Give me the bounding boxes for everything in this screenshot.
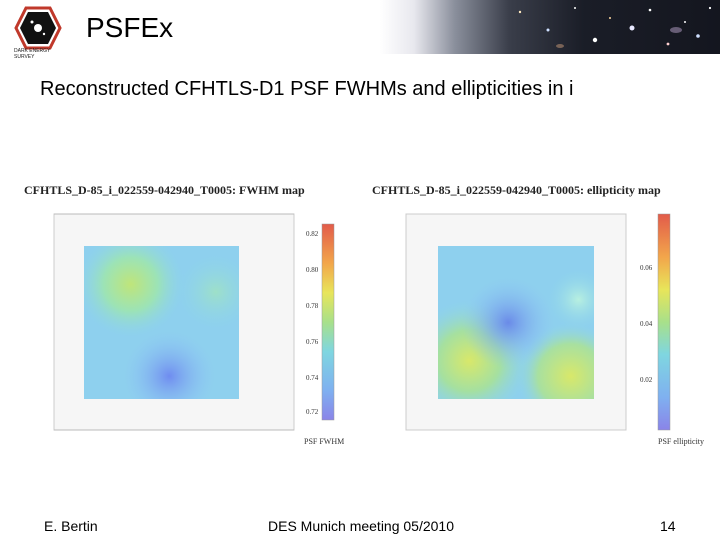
fwhm-map: 0.82 0.80 0.78 0.76 0.74 0.72 PSF FWHM bbox=[53, 213, 344, 446]
ellipticity-tick-1: 0.04 bbox=[640, 320, 653, 328]
fwhm-tick-3: 0.76 bbox=[306, 338, 319, 346]
slide-subtitle: Reconstructed CFHTLS-D1 PSF FWHMs and el… bbox=[40, 78, 574, 100]
fwhm-tick-0: 0.82 bbox=[306, 230, 319, 238]
starfield-image bbox=[518, 6, 712, 48]
fwhm-map-title: CFHTLS_D-85_i_022559-042940_T0005: FWHM … bbox=[24, 183, 305, 197]
logo-text: DARK ENERGY SURVEY bbox=[14, 48, 51, 60]
des-logo-icon bbox=[14, 6, 62, 50]
ellipticity-colorbar-label: PSF ellipticity bbox=[658, 437, 704, 446]
fwhm-colorbar-label: PSF FWHM bbox=[304, 437, 344, 446]
ellipticity-tick-0: 0.06 bbox=[640, 264, 653, 272]
page-title: PSFEx bbox=[86, 12, 174, 43]
ellipticity-tick-2: 0.02 bbox=[640, 376, 653, 384]
fwhm-tick-2: 0.78 bbox=[306, 302, 319, 310]
footer-event: DES Munich meeting 05/2010 bbox=[268, 518, 454, 534]
starfield-banner bbox=[380, 0, 720, 54]
ellipticity-map: 0.06 0.04 0.02 PSF ellipticity bbox=[405, 213, 704, 446]
fwhm-tick-1: 0.80 bbox=[306, 266, 319, 274]
ellipticity-map-title: CFHTLS_D-85_i_022559-042940_T0005: ellip… bbox=[372, 183, 661, 197]
fwhm-tick-4: 0.74 bbox=[306, 374, 319, 382]
footer-author: E. Bertin bbox=[44, 518, 98, 534]
fwhm-tick-5: 0.72 bbox=[306, 408, 319, 416]
footer-page-number: 14 bbox=[660, 518, 676, 534]
